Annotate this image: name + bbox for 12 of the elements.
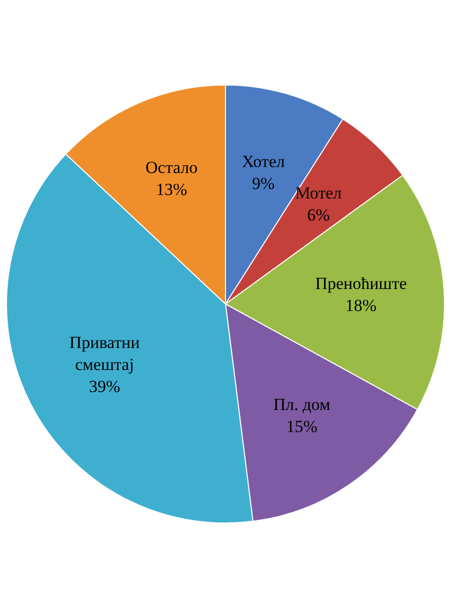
data-label: 13% bbox=[156, 180, 188, 199]
data-label: 9% bbox=[252, 174, 275, 194]
slice-label: Хотел bbox=[242, 152, 286, 172]
data-label: 6% bbox=[307, 205, 330, 224]
data-label: 15% bbox=[286, 416, 318, 436]
data-label: 39% bbox=[88, 377, 120, 396]
slice-label: Пл. дом bbox=[273, 394, 330, 414]
slice-label: Преноћиште bbox=[315, 274, 407, 293]
slice-label: Остало bbox=[146, 158, 198, 177]
slice-label: Приватни смештај bbox=[69, 333, 140, 374]
data-label: 18% bbox=[345, 296, 377, 315]
slice-label: Мотел bbox=[295, 183, 342, 202]
